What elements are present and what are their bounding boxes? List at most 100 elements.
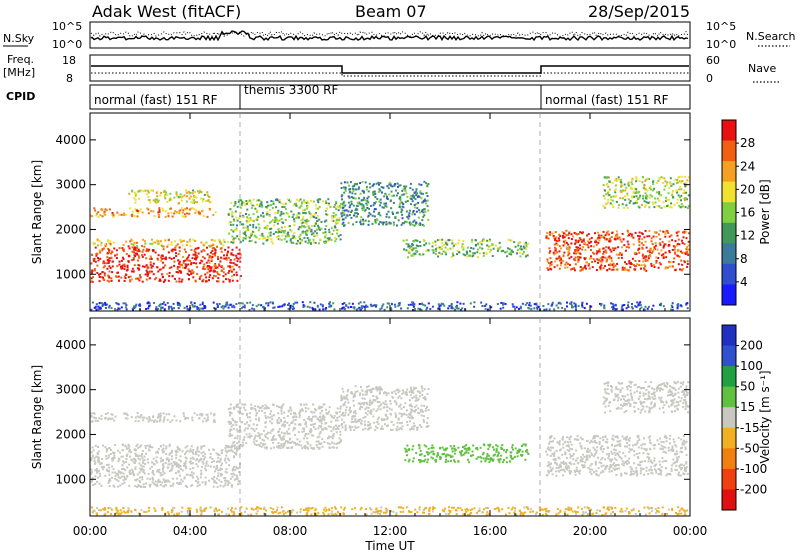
echo-cell: [639, 267, 642, 270]
echo-cell: [137, 277, 139, 280]
colorbar-tick-label: 24: [740, 159, 755, 173]
echo-cell: [677, 238, 680, 241]
echo-cell: [133, 248, 136, 251]
echo-cell: [411, 194, 414, 197]
echo-cell: [171, 467, 174, 470]
echo-cell: [150, 266, 153, 269]
echo-cell: [545, 235, 548, 238]
echo-cell: [387, 210, 390, 213]
echo-cell: [135, 449, 138, 452]
echo-cell: [272, 218, 275, 221]
echo-cell: [583, 243, 586, 246]
echo-cell: [183, 476, 186, 479]
echo-cell: [323, 220, 326, 223]
echo-cell: [343, 395, 346, 398]
echo-cell: [400, 415, 403, 418]
echo-cell: [138, 197, 141, 200]
echo-cell: [628, 246, 631, 249]
echo-cell: [90, 451, 93, 454]
echo-cell: [189, 207, 192, 210]
echo-cell: [398, 412, 401, 415]
echo-cell: [227, 482, 230, 485]
echo-cell: [219, 459, 222, 462]
echo-cell: [594, 260, 597, 263]
echo-cell: [577, 233, 580, 235]
echo-cell: [312, 423, 315, 426]
echo-cell: [125, 304, 128, 307]
echo-cell: [177, 464, 180, 467]
echo-cell: [381, 206, 384, 209]
echo-cell: [302, 211, 305, 214]
echo-cell: [472, 247, 475, 250]
echo-cell: [312, 238, 315, 241]
echo-cell: [278, 201, 281, 204]
echo-cell: [166, 200, 169, 203]
echo-cell: [125, 454, 128, 457]
echo-cell: [204, 453, 206, 456]
echo-cell: [662, 246, 665, 249]
echo-cell: [243, 406, 245, 409]
echo-cell: [341, 387, 344, 390]
echo-cell: [246, 412, 249, 415]
echo-cell: [571, 304, 574, 307]
echo-cell: [204, 456, 206, 459]
echo-cell: [332, 212, 335, 214]
echo-cell: [115, 275, 118, 278]
echo-cell: [408, 399, 411, 402]
echo-cell: [679, 196, 681, 199]
echo-cell: [206, 418, 209, 421]
echo-cell: [270, 220, 273, 223]
echo-cell: [150, 189, 152, 192]
echo-cell: [96, 264, 99, 267]
nsky-frame: [89, 21, 691, 49]
echo-cell: [608, 267, 611, 270]
echo-cell: [182, 215, 185, 218]
echo-cell: [228, 422, 231, 425]
echo-cell: [325, 233, 328, 236]
echo-cell: [179, 238, 182, 241]
echo-cell: [372, 415, 375, 418]
echo-cell: [205, 469, 208, 472]
echo-cell: [221, 473, 224, 476]
echo-cell: [97, 257, 99, 259]
echo-cell: [373, 421, 376, 424]
echo-cell: [406, 200, 409, 202]
echo-cell: [644, 258, 647, 261]
echo-cell: [90, 277, 93, 280]
echo-cell: [331, 216, 334, 219]
echo-cell: [117, 307, 120, 310]
echo-cell: [405, 192, 408, 195]
echo-cell: [339, 441, 341, 443]
nsky-trace: [90, 30, 689, 42]
echo-cell: [328, 237, 331, 240]
echo-cell: [394, 412, 397, 415]
echo-cell: [181, 244, 184, 247]
echo-cell: [329, 206, 332, 208]
echo-cell: [620, 306, 623, 309]
echo-cell: [684, 230, 687, 233]
echo-cell: [551, 303, 554, 306]
echo-cell: [247, 435, 250, 438]
echo-cell: [217, 280, 220, 283]
echo-cell: [340, 187, 343, 189]
echo-cell: [289, 306, 292, 309]
echo-cell: [325, 408, 328, 411]
echo-cell: [669, 177, 672, 180]
echo-cell: [130, 238, 133, 241]
echo-cell: [386, 424, 388, 427]
echo-cell: [200, 457, 203, 460]
echo-cell: [322, 403, 325, 406]
echo-cell: [305, 403, 308, 406]
echo-cell: [183, 415, 186, 418]
echo-cell: [195, 463, 198, 466]
echo-cell: [398, 304, 401, 306]
echo-cell: [150, 465, 153, 468]
echo-cell: [562, 260, 565, 263]
echo-cell: [283, 238, 286, 241]
echo-cell: [450, 305, 453, 308]
echo-cell: [371, 214, 374, 217]
echo-cell: [181, 266, 184, 269]
echo-cell: [664, 235, 667, 238]
echo-cell: [562, 240, 565, 243]
echo-cell: [228, 270, 231, 272]
